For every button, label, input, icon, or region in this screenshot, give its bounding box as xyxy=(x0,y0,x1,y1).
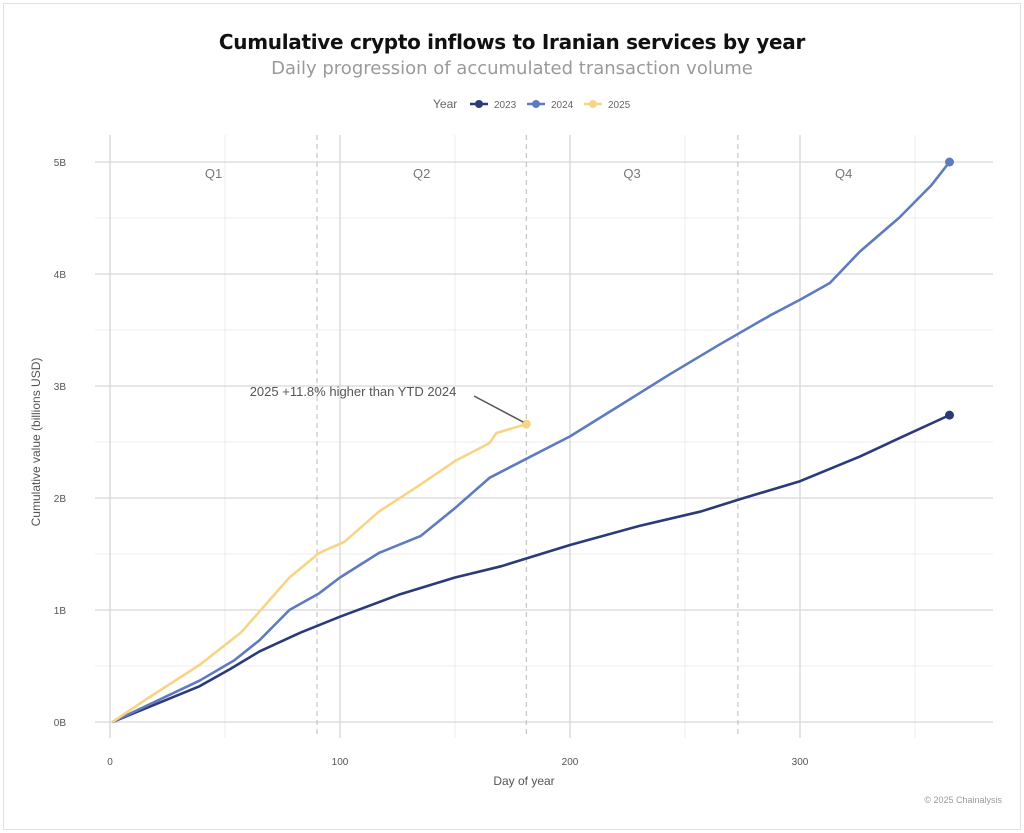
annotation-leader-line xyxy=(473,395,524,423)
x-tick-label: 0 xyxy=(107,757,113,768)
legend-label-2025: 2025 xyxy=(608,100,631,111)
series-endpoint-2024 xyxy=(945,157,954,167)
y-tick-label: 5B xyxy=(54,158,67,169)
legend-marker-2024 xyxy=(532,100,540,108)
legend-label-2023: 2023 xyxy=(494,100,517,111)
legend-marker-2025 xyxy=(589,100,597,108)
y-axis-label: Cumulative value (billions USD) xyxy=(29,358,43,527)
x-axis-label: Day of year xyxy=(493,774,554,788)
y-tick-label: 4B xyxy=(54,270,67,281)
series-line-2023 xyxy=(111,413,951,724)
y-tick-label: 2B xyxy=(54,494,67,505)
x-tick-label: 300 xyxy=(792,757,809,768)
legend-marker-2023 xyxy=(475,100,483,108)
x-tick-label: 200 xyxy=(562,757,579,768)
y-tick-label: 3B xyxy=(54,382,67,393)
x-tick-label: 100 xyxy=(332,757,349,768)
series-endpoint-2023 xyxy=(945,410,954,420)
quarter-label: Q1 xyxy=(205,166,222,181)
chart-frame xyxy=(3,3,1021,830)
legend-title: Year xyxy=(433,97,457,111)
series-line-2024 xyxy=(111,161,951,724)
quarter-label: Q4 xyxy=(835,166,852,181)
copyright-footer: © 2025 Chainalysis xyxy=(924,795,1002,805)
chart-title: Cumulative crypto inflows to Iranian ser… xyxy=(218,30,806,54)
annotation-text: 2025 +11.8% higher than YTD 2024 xyxy=(250,384,457,399)
quarter-label: Q2 xyxy=(413,166,430,181)
chart-subtitle: Daily progression of accumulated transac… xyxy=(271,58,753,79)
y-tick-label: 0B xyxy=(54,718,67,729)
series-line-2025 xyxy=(111,422,527,724)
series-endpoint-2025 xyxy=(521,419,531,429)
legend-label-2024: 2024 xyxy=(551,100,574,111)
y-tick-label: 1B xyxy=(54,606,67,617)
quarter-label: Q3 xyxy=(623,166,640,181)
